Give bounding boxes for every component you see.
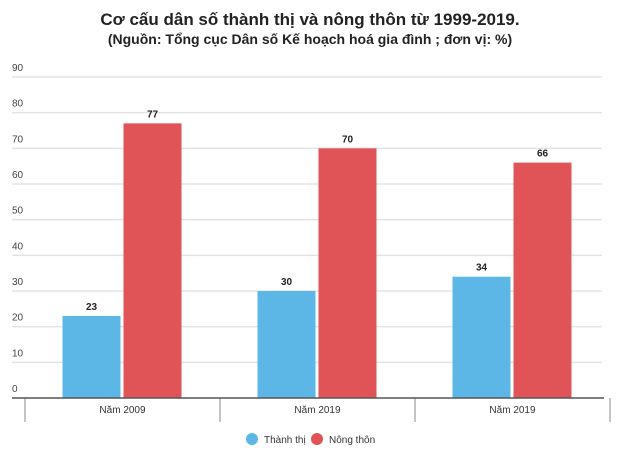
- chart-title: Cơ cấu dân số thành thị và nông thôn từ …: [100, 10, 520, 29]
- x-tick-label: Năm 2019: [489, 405, 536, 416]
- data-label: 66: [537, 149, 549, 160]
- data-label: 34: [476, 263, 488, 274]
- y-tick-label: 10: [12, 348, 24, 359]
- y-tick-label: 40: [12, 241, 24, 252]
- x-tick-label: Năm 2009: [99, 405, 146, 416]
- bar: [513, 162, 572, 398]
- y-tick-label: 0: [12, 384, 18, 395]
- bar: [257, 291, 316, 398]
- data-label: 30: [281, 277, 293, 288]
- y-tick-label: 20: [12, 313, 24, 324]
- data-label: 77: [147, 109, 159, 120]
- x-tick-label: Năm 2019: [294, 405, 341, 416]
- bar: [123, 123, 182, 398]
- legend-marker: [311, 433, 323, 445]
- y-tick-label: 50: [12, 206, 24, 217]
- data-label: 70: [342, 134, 354, 145]
- y-tick-label: 80: [12, 99, 24, 110]
- y-tick-label: 60: [12, 170, 24, 181]
- legend-marker: [246, 433, 258, 445]
- y-tick-label: 90: [12, 63, 24, 74]
- data-label: 23: [86, 302, 98, 313]
- y-tick-label: 70: [12, 134, 24, 145]
- legend-label: Nông thôn: [329, 435, 375, 446]
- bar: [318, 148, 377, 398]
- legend-label: Thành thị: [264, 435, 306, 446]
- bar: [452, 276, 511, 398]
- y-tick-label: 30: [12, 277, 24, 288]
- chart-subtitle: (Nguồn: Tổng cục Dân số Kế hoạch hoá gia…: [107, 31, 513, 47]
- bar: [62, 315, 121, 398]
